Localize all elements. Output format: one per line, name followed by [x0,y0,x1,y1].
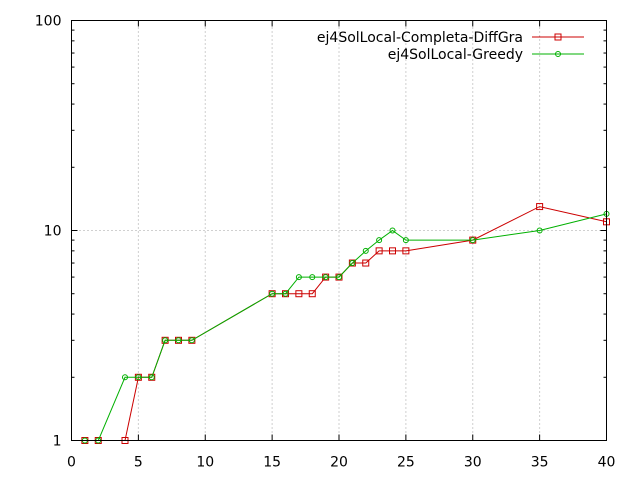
x-tick-label: 10 [196,455,214,471]
series-line [84,206,607,441]
data-point [469,237,476,244]
x-tick-label: 0 [67,455,76,471]
data-point [309,274,316,281]
data-point [536,203,544,211]
legend: ej4SolLocal-Completa-DiffGraej4SolLocal-… [317,30,584,63]
data-point [175,337,182,344]
x-tick-label: 20 [330,455,348,471]
data-point [362,247,369,254]
data-point [269,290,276,297]
data-point [349,260,356,267]
legend-entry-2: ej4SolLocal-Greedy [388,47,584,63]
data-point [375,247,383,255]
data-point [536,227,543,234]
data-point [122,374,128,381]
legend-swatch-marker [555,51,561,57]
tick-labels: 0 5 10 15 20 25 30 35 40 1 10 100 [35,14,616,471]
legend-label: ej4SolLocal-Greedy [388,47,523,63]
series-layer [81,203,610,444]
plot-frame [71,20,607,441]
series-line [84,213,607,441]
x-tick-label: 5 [134,455,143,471]
data-point [336,274,342,281]
legend-label: ej4SolLocal-Completa-DiffGra [317,30,523,46]
y-tick-label: 100 [35,14,62,30]
data-point [402,247,410,255]
legend-swatch-marker [554,33,562,41]
x-tick-label: 15 [263,455,281,471]
series-1 [81,203,610,444]
data-point [135,374,142,381]
data-point [295,274,302,281]
x-tick-label: 40 [598,455,616,471]
data-point [376,237,383,244]
y-tick-label: 1 [53,434,62,450]
data-point [322,274,329,281]
legend-entry-1: ej4SolLocal-Completa-DiffGra [317,30,584,46]
x-tick-label: 35 [531,455,549,471]
data-point [389,227,396,234]
y-tick-label: 10 [44,224,62,240]
data-point [282,290,289,297]
x-tick-label: 30 [464,455,482,471]
data-point [389,247,396,255]
data-point [362,259,370,267]
data-point [402,237,409,244]
data-point [148,374,155,381]
series-2 [81,210,610,444]
data-point [162,337,169,344]
data-point [188,337,195,344]
data-point [308,290,316,298]
x-tick-label: 25 [397,455,415,471]
data-point [295,290,303,298]
